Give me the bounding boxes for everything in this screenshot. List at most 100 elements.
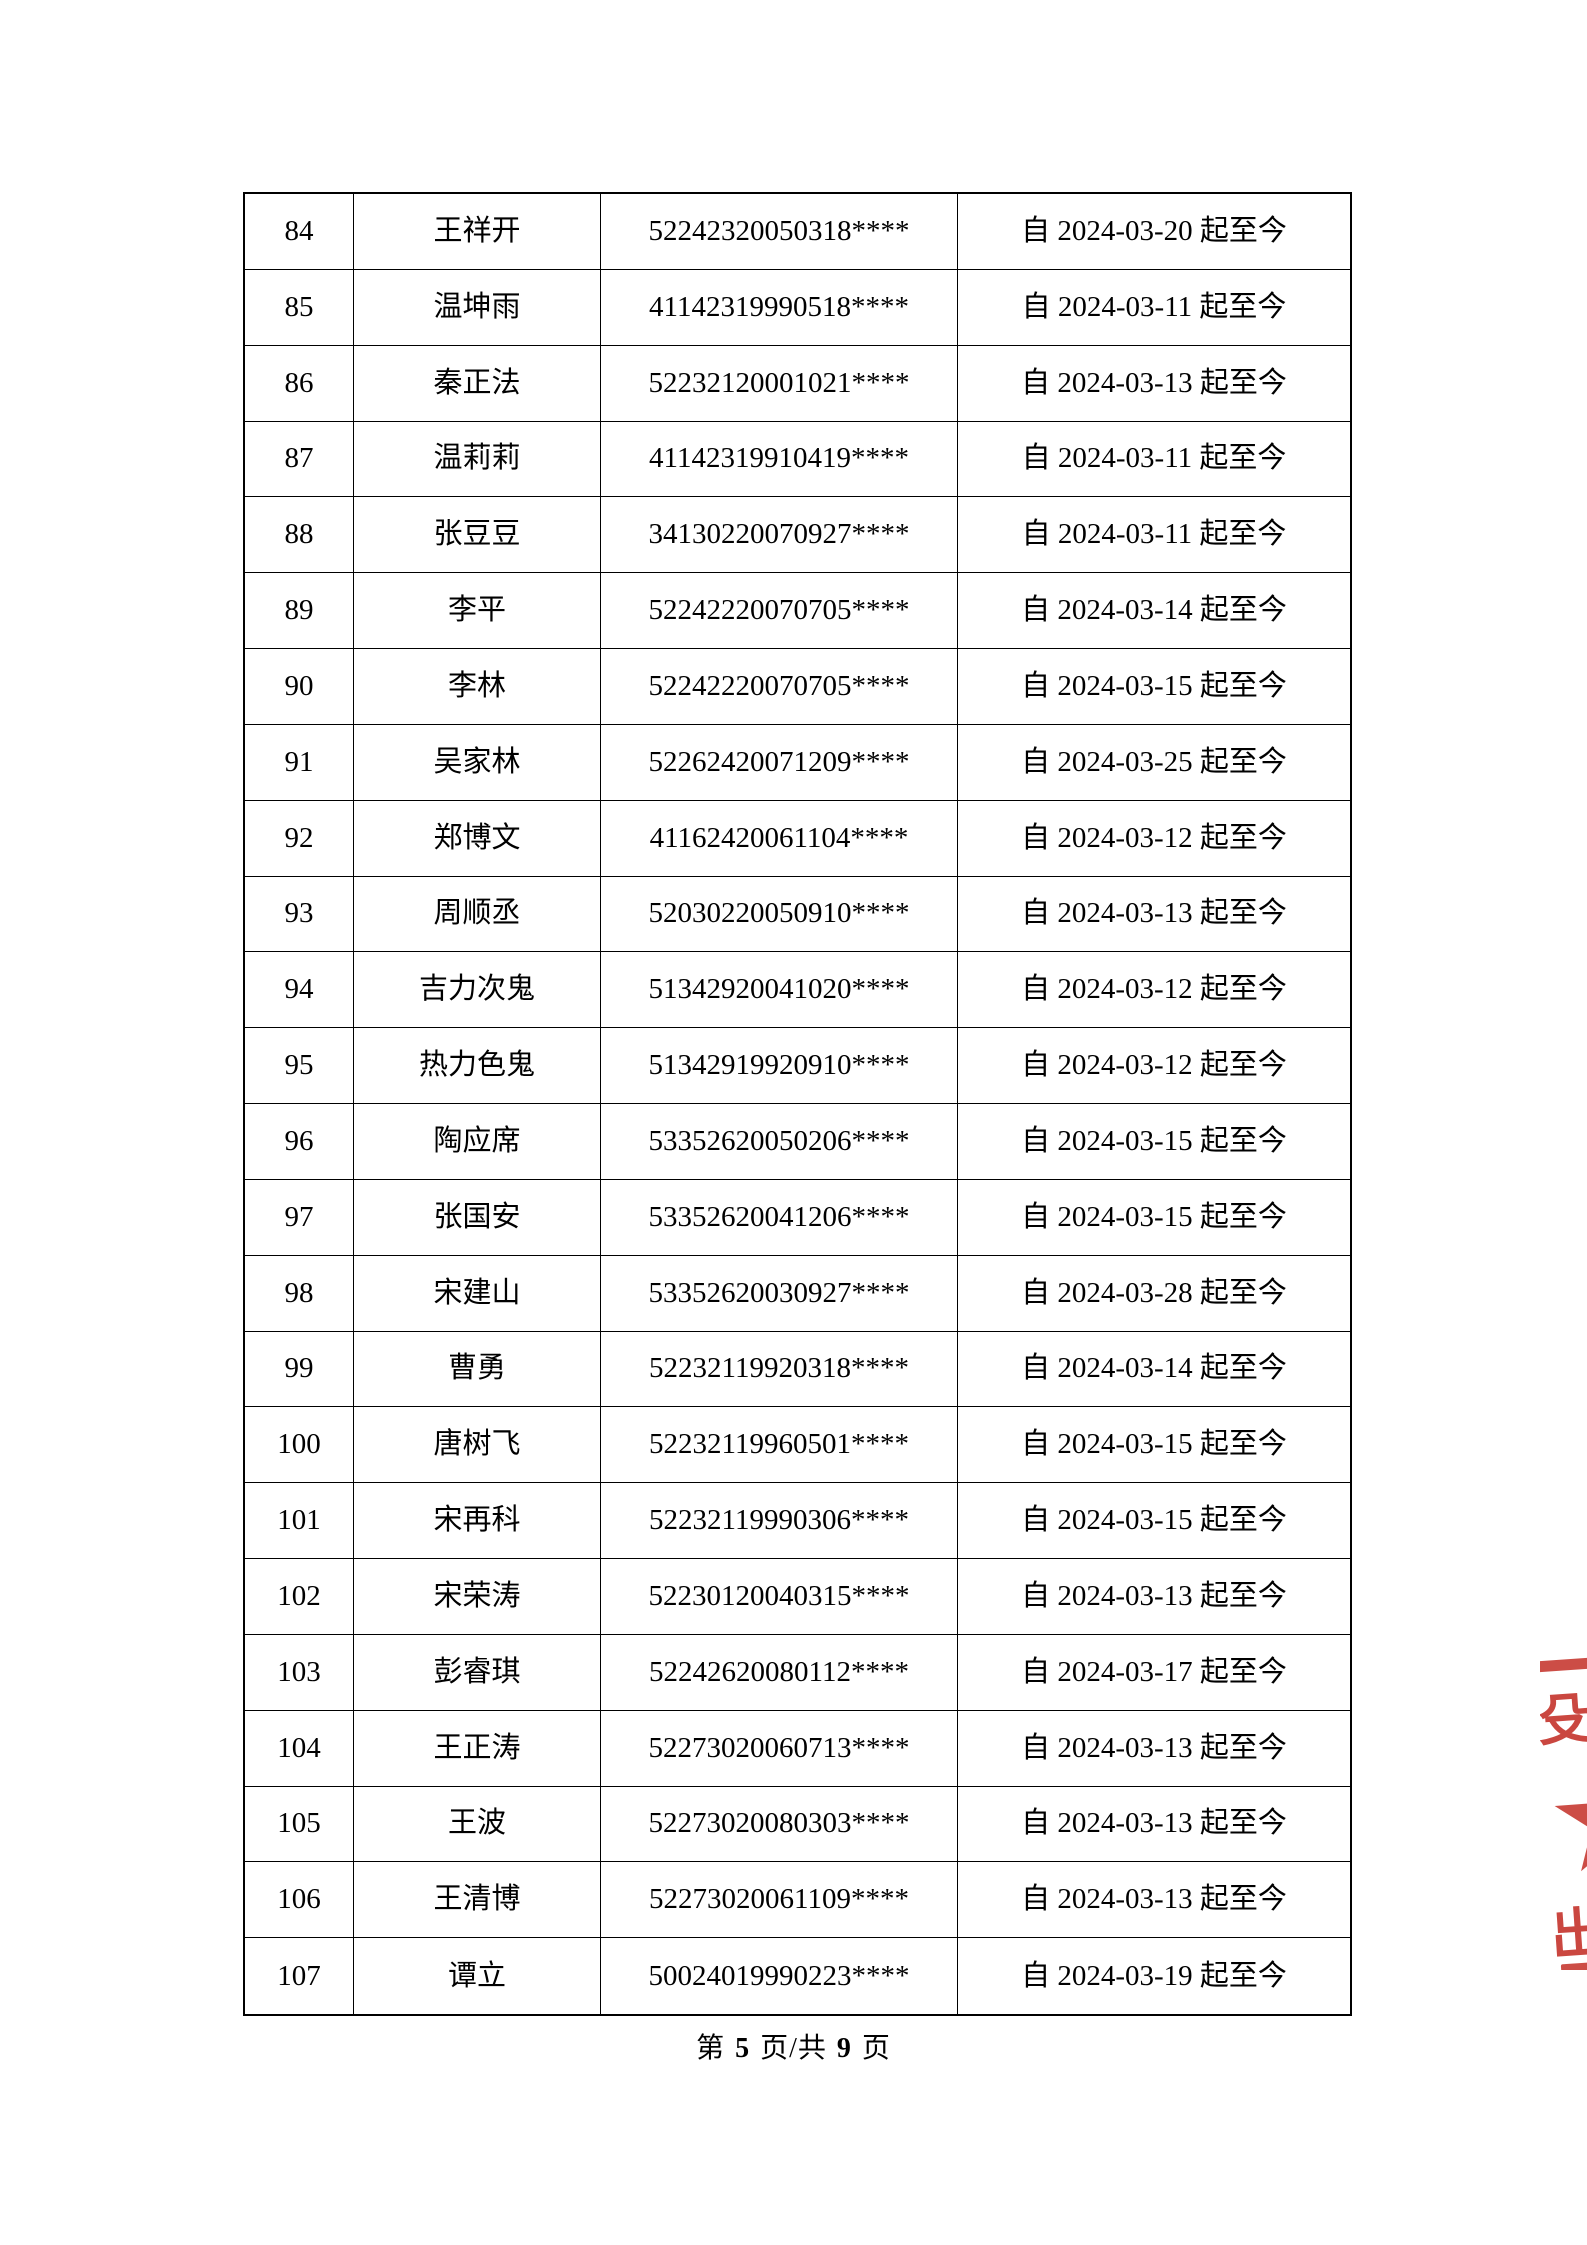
cell-name: 秦正法	[353, 345, 600, 421]
cell-id-number: 41162420061104****	[600, 800, 957, 876]
cell-id-number: 52232120001021****	[600, 345, 957, 421]
cell-period: 自 2024-03-11 起至今	[957, 497, 1350, 573]
table-row: 88 张豆豆 34130220070927**** 自 2024-03-11 起…	[245, 497, 1350, 574]
cell-period: 自 2024-03-13 起至今	[957, 1862, 1350, 1938]
cell-index: 102	[277, 1579, 321, 1612]
cell-id-number: 52230120040315****	[600, 1559, 957, 1634]
cell-id-number: 34130220070927****	[600, 497, 957, 573]
cell-period: 自 2024-03-11 起至今	[957, 421, 1350, 497]
cell-id-number: 52242220070705****	[600, 649, 957, 724]
cell-id-number: 52030220050910****	[600, 876, 957, 952]
seal-bottom-bar	[1560, 1942, 1587, 1970]
table-row: 100 唐树飞 52232119960501**** 自 2024-03-15 …	[245, 1407, 1350, 1484]
cell-name: 王祥开	[353, 194, 600, 269]
cell-index: 88	[284, 518, 314, 551]
cell-index: 93	[284, 897, 314, 930]
cell-name: 吉力次鬼	[353, 952, 600, 1028]
table-row: 107 谭立 50024019990223**** 自 2024-03-19 起…	[245, 1938, 1350, 2014]
cell-period: 自 2024-03-15 起至今	[957, 1483, 1350, 1558]
cell-period: 自 2024-03-15 起至今	[957, 1407, 1350, 1483]
cell-id-number: 52273020061109****	[600, 1862, 957, 1938]
cell-period: 自 2024-03-28 起至今	[957, 1255, 1350, 1331]
table-row: 95 热力色鬼 51342919920910**** 自 2024-03-12 …	[245, 1028, 1350, 1104]
cell-id-number: 52273020080303****	[600, 1786, 957, 1862]
seal-graphic: 殳杰 出版	[1540, 1645, 1587, 1970]
cell-period: 自 2024-03-14 起至今	[957, 1331, 1350, 1407]
cell-name: 王正涛	[353, 1710, 600, 1786]
cell-period: 自 2024-03-15 起至今	[957, 649, 1350, 724]
table-row: 91 吴家林 52262420071209**** 自 2024-03-25 起…	[245, 724, 1350, 801]
cell-id-number: 52232119990306****	[600, 1483, 957, 1558]
cell-index: 103	[277, 1655, 321, 1688]
cell-name: 陶应席	[353, 1104, 600, 1179]
cell-id-number: 52232119920318****	[600, 1331, 957, 1407]
cell-name: 唐树飞	[353, 1407, 600, 1483]
cell-name: 郑博文	[353, 800, 600, 876]
cell-name: 彭睿琪	[353, 1634, 600, 1710]
cell-name: 谭立	[353, 1938, 600, 2014]
page-footer: 第 5 页/共 9 页	[0, 2026, 1587, 2066]
footer-current-page: 5	[735, 2033, 751, 2064]
cell-id-number: 53352620041206****	[600, 1179, 957, 1255]
cell-period: 自 2024-03-13 起至今	[957, 1786, 1350, 1862]
table-row: 87 温莉莉 41142319910419**** 自 2024-03-11 起…	[245, 421, 1350, 498]
seal-glyphs-bottom: 出版	[1549, 1898, 1587, 1967]
cell-name: 张豆豆	[353, 497, 600, 573]
table-row: 105 王波 52273020080303**** 自 2024-03-13 起…	[245, 1786, 1350, 1863]
cell-index: 86	[284, 366, 314, 399]
cell-index: 96	[284, 1124, 314, 1157]
cell-name: 宋荣涛	[353, 1559, 600, 1634]
cell-period: 自 2024-03-15 起至今	[957, 1179, 1350, 1255]
cell-name: 王波	[353, 1786, 600, 1862]
cell-period: 自 2024-03-12 起至今	[957, 800, 1350, 876]
cell-period: 自 2024-03-12 起至今	[957, 952, 1350, 1028]
cell-period: 自 2024-03-19 起至今	[957, 1938, 1350, 2014]
cell-index: 104	[277, 1731, 321, 1764]
cell-index: 99	[284, 1352, 314, 1385]
table-row: 101 宋再科 52232119990306**** 自 2024-03-15 …	[245, 1483, 1350, 1559]
cell-name: 吴家林	[353, 724, 600, 800]
cell-id-number: 41142319910419****	[600, 421, 957, 497]
cell-period: 自 2024-03-17 起至今	[957, 1634, 1350, 1710]
cell-period: 自 2024-03-13 起至今	[957, 1559, 1350, 1634]
official-seal-partial: 殳杰 出版	[1540, 1645, 1587, 1970]
cell-id-number: 51342919920910****	[600, 1028, 957, 1103]
table-row: 102 宋荣涛 52230120040315**** 自 2024-03-13 …	[245, 1559, 1350, 1635]
seal-glyphs-top: 殳杰	[1540, 1683, 1587, 1752]
table-row: 103 彭睿琪 52242620080112**** 自 2024-03-17 …	[245, 1634, 1350, 1711]
table-row: 92 郑博文 41162420061104**** 自 2024-03-12 起…	[245, 800, 1350, 877]
cell-index: 85	[284, 290, 314, 323]
cell-index: 107	[277, 1959, 321, 1992]
table-row: 104 王正涛 52273020060713**** 自 2024-03-13 …	[245, 1710, 1350, 1787]
table-row: 96 陶应席 53352620050206**** 自 2024-03-15 起…	[245, 1104, 1350, 1180]
cell-id-number: 53352620030927****	[600, 1255, 957, 1331]
table-row: 97 张国安 53352620041206**** 自 2024-03-15 起…	[245, 1179, 1350, 1256]
cell-name: 温莉莉	[353, 421, 600, 497]
cell-period: 自 2024-03-12 起至今	[957, 1028, 1350, 1103]
cell-id-number: 50024019990223****	[600, 1938, 957, 2014]
cell-period: 自 2024-03-25 起至今	[957, 724, 1350, 800]
table-row: 86 秦正法 52232120001021**** 自 2024-03-13 起…	[245, 345, 1350, 422]
footer-prefix: 第	[696, 2033, 734, 2064]
table-row: 99 曹勇 52232119920318**** 自 2024-03-14 起至…	[245, 1331, 1350, 1408]
cell-name: 热力色鬼	[353, 1028, 600, 1103]
cell-index: 89	[284, 594, 314, 627]
footer-suffix: 页	[853, 2033, 891, 2064]
cell-id-number: 52242320050318****	[600, 194, 957, 269]
cell-period: 自 2024-03-15 起至今	[957, 1104, 1350, 1179]
cell-id-number: 52273020060713****	[600, 1710, 957, 1786]
cell-name: 王清博	[353, 1862, 600, 1938]
cell-name: 宋再科	[353, 1483, 600, 1558]
cell-id-number: 52262420071209****	[600, 724, 957, 800]
cell-index: 97	[284, 1200, 314, 1233]
cell-index: 94	[284, 973, 314, 1006]
cell-index: 91	[284, 745, 314, 778]
cell-period: 自 2024-03-20 起至今	[957, 194, 1350, 269]
cell-period: 自 2024-03-13 起至今	[957, 876, 1350, 952]
seal-star-icon	[1554, 1760, 1587, 1872]
table-row: 84 王祥开 52242320050318**** 自 2024-03-20 起…	[245, 194, 1350, 270]
footer-separator: 页/共	[752, 2033, 835, 2064]
cell-period: 自 2024-03-13 起至今	[957, 345, 1350, 421]
footer-total-pages: 9	[836, 2033, 852, 2064]
